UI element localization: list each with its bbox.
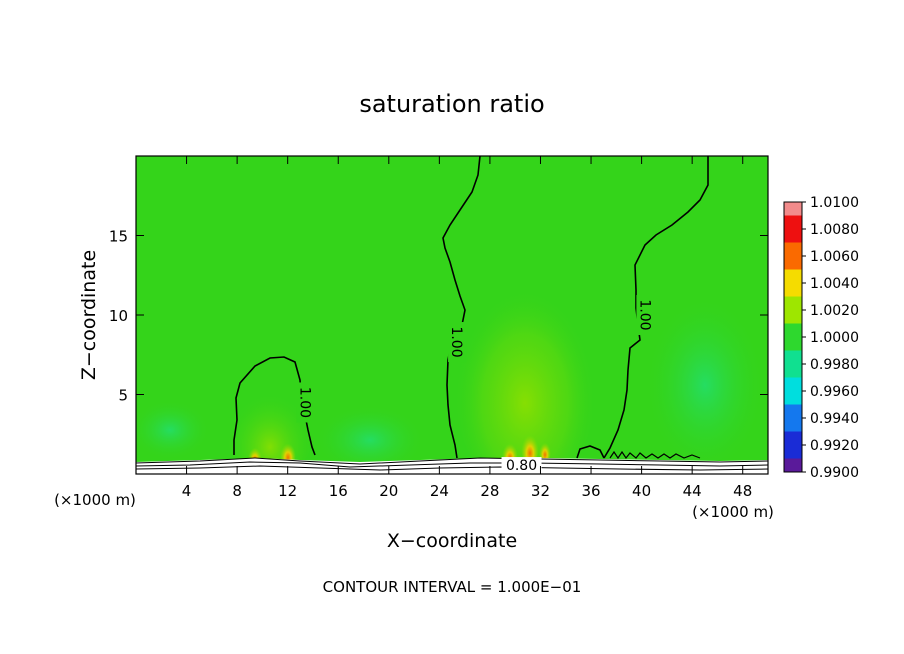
x-tick-label-1: 8 <box>232 482 242 500</box>
colorbar-swatch-8 <box>784 404 802 432</box>
chart-title: saturation ratio <box>359 90 544 118</box>
x-unit-right: (×1000 m) <box>692 503 774 521</box>
plot-area: 1.00 1.00 1.00 0.80 <box>136 156 768 474</box>
x-unit-left: (×1000 m) <box>54 491 136 509</box>
colorbar-label-2: 1.0060 <box>810 249 859 265</box>
x-tick-label-2: 12 <box>278 482 297 500</box>
contour-low-3 <box>136 465 768 471</box>
y-tick-label-1: 10 <box>109 307 128 325</box>
field-plume-center <box>453 265 597 474</box>
contour-low-1 <box>136 457 768 465</box>
contour-center-right <box>603 156 709 459</box>
contour-interval-note: CONTOUR INTERVAL = 1.000E−01 <box>323 578 582 596</box>
x-axis-label: X−coordinate <box>387 530 517 552</box>
colorbar-label-5: 1.0000 <box>810 330 859 346</box>
colorbar-swatch-1 <box>784 215 802 243</box>
colorbar-label-9: 0.9920 <box>810 438 859 454</box>
x-tick-label-10: 44 <box>683 482 702 500</box>
low-contours <box>136 457 768 471</box>
colorbar-label-7: 0.9960 <box>810 384 859 400</box>
colorbar-swatch-6 <box>784 350 802 378</box>
colorbar-label-1: 1.0080 <box>810 222 859 238</box>
field-negative-mid <box>315 405 425 474</box>
contour-label-2: 1.00 <box>636 299 652 330</box>
contour-label-bg-0 <box>296 382 315 423</box>
y-tick-label-2: 15 <box>109 228 128 246</box>
contour-labels: 1.00 1.00 1.00 0.80 <box>296 295 655 474</box>
surface-layer <box>136 458 768 474</box>
colorbar-swatch-7 <box>784 377 802 405</box>
field-hot-center-3 <box>539 438 551 462</box>
x-tick-label-4: 20 <box>379 482 398 500</box>
contour-low-2 <box>136 461 768 468</box>
contour-center-left <box>442 156 481 459</box>
x-tick-label-7: 32 <box>531 482 550 500</box>
colorbar: 1.0100 1.0080 1.0060 1.0040 1.0020 1.0000 0.99… <box>783 195 859 481</box>
contour-wavy-tail <box>609 450 701 460</box>
contour-label-3: 0.80 <box>506 458 537 474</box>
contour-label-bg-2 <box>636 295 655 335</box>
colorbar-swatch-3 <box>784 269 802 297</box>
contours-1-00 <box>233 156 709 460</box>
x-tick-label-11: 48 <box>733 482 752 500</box>
x-tick-label-6: 28 <box>480 482 499 500</box>
contour-left-dome <box>233 356 316 456</box>
colorbar-swatch-10 <box>784 458 802 472</box>
contour-label-0: 1.00 <box>296 387 312 418</box>
colorbar-label-10: 0.9900 <box>810 465 859 481</box>
field-negative-left <box>136 400 210 460</box>
colorbar-swatch-9 <box>784 431 802 459</box>
field-hot-left-2 <box>280 438 296 466</box>
y-tick-label-0: 5 <box>118 387 128 405</box>
colorbar-swatch-2 <box>784 242 802 270</box>
colorbar-label-3: 1.0040 <box>810 276 859 292</box>
colorbar-swatch-0 <box>784 202 802 216</box>
contour-label-1: 1.00 <box>448 326 464 357</box>
field-hot-center-2 <box>521 428 539 464</box>
y-axis-ticks: 5 10 15 <box>109 228 768 405</box>
contour-label-bg-3 <box>501 457 542 472</box>
colorbar-label-8: 0.9940 <box>810 411 859 427</box>
x-tick-label-5: 24 <box>430 482 449 500</box>
contour-label-bg-1 <box>448 322 467 363</box>
y-axis-label: Z−coordinate <box>78 250 100 380</box>
colorbar-swatch-5 <box>784 323 802 351</box>
x-tick-label-0: 4 <box>182 482 192 500</box>
x-tick-label-9: 40 <box>632 482 651 500</box>
colorbar-swatch-4 <box>784 296 802 324</box>
colorbar-label-6: 0.9980 <box>810 357 859 373</box>
x-tick-label-8: 36 <box>581 482 600 500</box>
colorbar-label-0: 1.0100 <box>810 195 859 211</box>
x-tick-label-3: 16 <box>329 482 348 500</box>
contour-small-bump <box>576 445 605 459</box>
colorbar-label-4: 1.0020 <box>810 303 859 319</box>
field-negative-right <box>645 295 765 474</box>
x-axis-ticks: 4 8 12 16 20 24 28 32 36 40 44 48 <box>182 156 752 500</box>
